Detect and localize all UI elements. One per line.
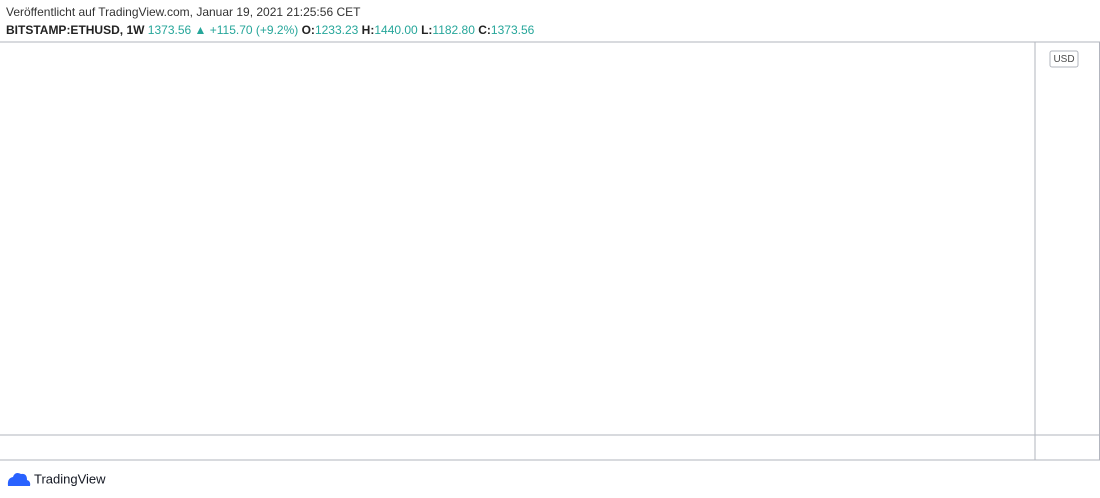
ohlc-value: 1440.00 — [374, 23, 418, 37]
currency: USD — [1053, 54, 1074, 65]
symbol-line: BITSTAMP:ETHUSD, 1W 1373.56 ▲ +115.70 (+… — [6, 23, 534, 37]
ohlc: O:1233.23 H:1440.00 L:1182.80 C:1373.56 — [302, 23, 535, 37]
last-price: 1373.56 — [147, 23, 192, 37]
symbol: BITSTAMP:ETHUSD, 1W — [6, 23, 145, 37]
logo — [7, 473, 31, 486]
ohlc-value: 1233.23 — [314, 23, 359, 37]
change: ▲ +115.70 (+9.2%) — [194, 23, 299, 37]
ohlc-value: 1373.56 — [490, 23, 535, 37]
currency-box — [1049, 50, 1079, 68]
ohlc-label: C: — [478, 23, 491, 37]
ohlc-label: O: — [301, 23, 315, 37]
ohlc-value: 1182.80 — [432, 23, 475, 37]
published: Veröffentlicht auf TradingView.com, Janu… — [6, 5, 361, 19]
ohlc-label: H: — [361, 23, 375, 37]
plot-area — [0, 42, 1035, 435]
footer-brand: TradingView — [34, 471, 106, 486]
ohlc-label: L: — [421, 23, 433, 37]
